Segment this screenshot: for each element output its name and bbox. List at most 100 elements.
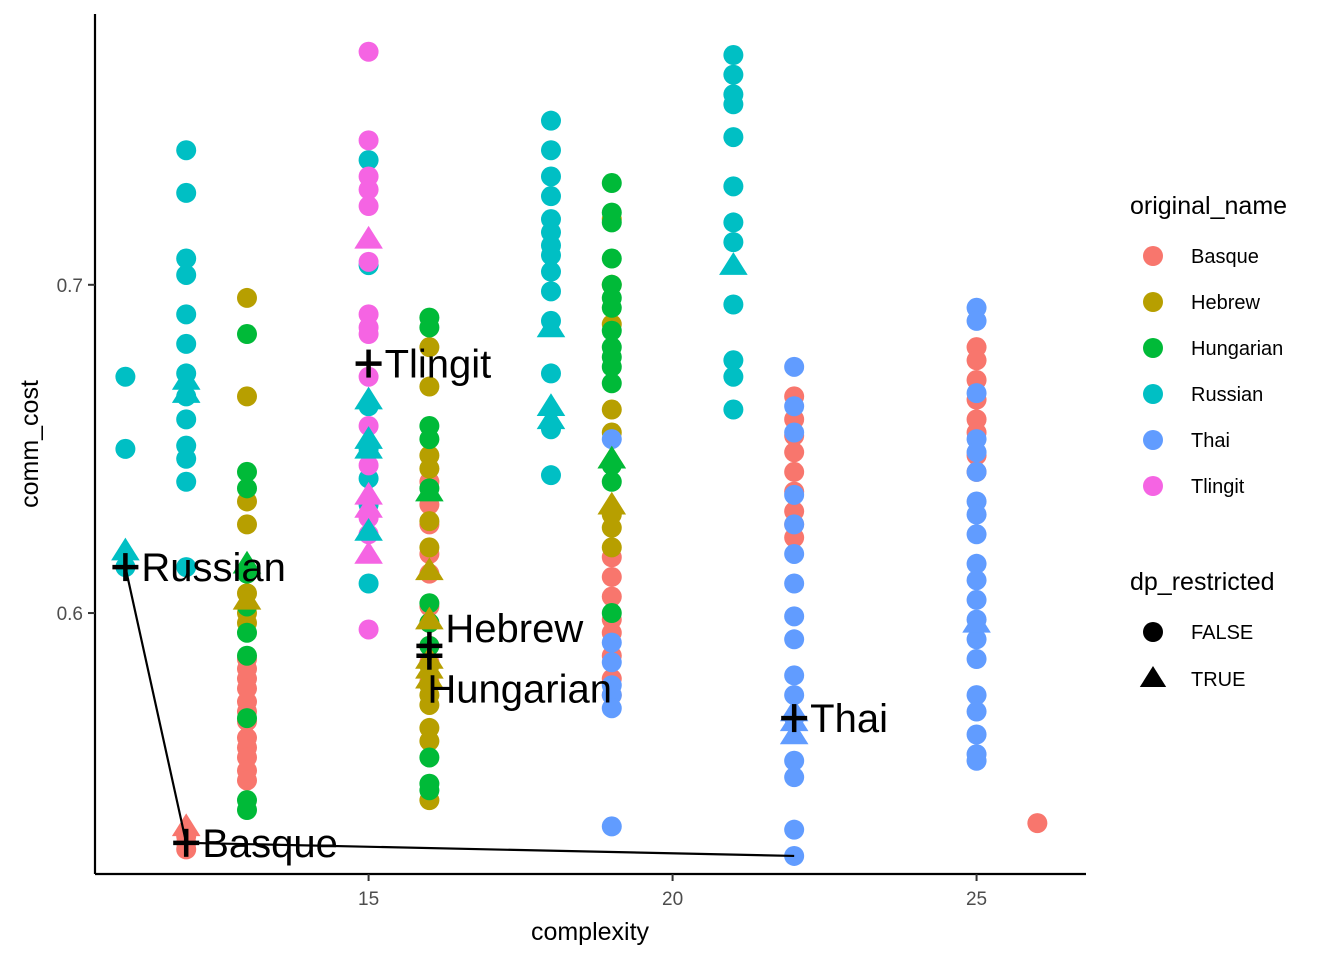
point-thai	[966, 461, 987, 482]
point-thai	[966, 310, 987, 331]
point-thai	[601, 652, 622, 673]
point-russian	[176, 557, 197, 578]
triangle-point-russian	[171, 366, 201, 390]
point-hungarian	[601, 248, 622, 269]
point-russian	[176, 248, 197, 269]
pareto-marker-thai	[781, 704, 808, 733]
point-hebrew	[601, 537, 622, 558]
point-hebrew	[419, 537, 440, 558]
point-thai	[784, 514, 805, 535]
point-russian	[540, 110, 561, 131]
pareto-label-thai: Thai	[810, 697, 888, 741]
point-russian	[540, 261, 561, 282]
pareto-label-hebrew: Hebrew	[445, 607, 583, 651]
point-hungarian	[236, 708, 257, 729]
x-axis-title: complexity	[531, 918, 650, 946]
plot-area: Russian Basque Tlingit Hebrew Hungarian Thai	[111, 41, 1048, 866]
point-thai	[784, 356, 805, 377]
triangle-point-thai	[779, 721, 809, 745]
point-hungarian	[601, 356, 622, 377]
triangle-point-hebrew	[415, 606, 444, 630]
point-thai	[966, 724, 987, 745]
point-thai	[966, 701, 987, 722]
legend-label-thai: Thai	[1191, 430, 1230, 452]
point-hungarian	[601, 320, 622, 341]
triangle-point-hungarian	[597, 445, 627, 469]
pareto-label-hungarian: Hungarian	[427, 668, 612, 712]
point-hebrew	[419, 458, 440, 479]
pareto-marker-tlingit	[355, 349, 382, 378]
point-russian	[540, 465, 561, 486]
point-thai	[966, 750, 987, 771]
triangle-point-russian	[719, 252, 748, 275]
point-hebrew	[601, 517, 622, 538]
legend-label-false: FALSE	[1191, 622, 1253, 644]
legend-title-shape: dp_restricted	[1130, 568, 1275, 596]
point-russian	[723, 64, 744, 85]
point-thai	[784, 665, 805, 686]
point-hungarian	[419, 429, 440, 450]
triangle-point-basque	[171, 813, 201, 837]
point-russian	[176, 333, 197, 354]
point-russian	[540, 245, 561, 266]
point-thai	[601, 698, 622, 719]
axes	[93, 14, 1086, 876]
point-russian	[540, 186, 561, 207]
point-russian	[723, 399, 744, 420]
triangle-point-tlingit	[354, 481, 383, 505]
point-hungarian	[601, 603, 622, 624]
triangle-point-russian	[354, 435, 383, 459]
point-tlingit	[358, 455, 379, 476]
point-russian	[723, 45, 744, 66]
point-tlingit	[358, 415, 379, 436]
triangle-point-russian	[536, 314, 566, 338]
point-russian	[540, 363, 561, 384]
point-thai	[966, 685, 987, 706]
triangle-point-hebrew	[597, 491, 627, 515]
point-tlingit	[358, 196, 379, 217]
point-hebrew	[236, 514, 257, 535]
legend-key-hungarian	[1143, 338, 1163, 358]
point-thai	[966, 553, 987, 574]
point-russian	[723, 176, 744, 197]
point-tlingit	[358, 324, 379, 345]
triangle-point-hebrew	[415, 557, 444, 581]
point-hungarian	[236, 461, 257, 482]
point-russian	[115, 366, 136, 387]
point-hungarian	[419, 747, 440, 768]
point-russian	[176, 448, 197, 469]
point-tlingit	[358, 41, 379, 62]
point-thai	[784, 573, 805, 594]
x-tick-label: 15	[358, 889, 379, 910]
point-hebrew	[419, 694, 440, 715]
point-russian	[540, 281, 561, 302]
triangle-point-thai	[962, 609, 991, 633]
point-hungarian	[601, 373, 622, 394]
point-tlingit	[358, 619, 379, 640]
point-thai	[966, 442, 987, 463]
triangle-point-hungarian	[232, 550, 262, 574]
point-hungarian	[601, 212, 622, 233]
legend-label-tlingit: Tlingit	[1191, 476, 1245, 498]
point-russian	[176, 264, 197, 285]
point-thai	[784, 606, 805, 627]
point-thai	[784, 685, 805, 706]
legend-key-hebrew	[1143, 292, 1163, 312]
legend-label-true: TRUE	[1191, 669, 1245, 691]
triangle-point-hebrew	[415, 665, 444, 689]
point-russian	[176, 304, 197, 325]
point-hungarian	[601, 297, 622, 318]
point-russian	[723, 127, 744, 148]
x-tick-label: 25	[966, 889, 987, 910]
point-russian	[540, 166, 561, 187]
point-russian	[723, 366, 744, 387]
legend-label-basque: Basque	[1191, 246, 1259, 268]
pareto-marker-basque	[173, 828, 200, 857]
point-basque	[784, 442, 805, 463]
point-russian	[358, 150, 379, 171]
point-russian	[723, 94, 744, 115]
point-hebrew	[419, 731, 440, 752]
y-tick-label: 0.7	[57, 276, 83, 297]
point-tlingit	[358, 130, 379, 151]
y-axis-title: comm_cost	[16, 380, 44, 508]
